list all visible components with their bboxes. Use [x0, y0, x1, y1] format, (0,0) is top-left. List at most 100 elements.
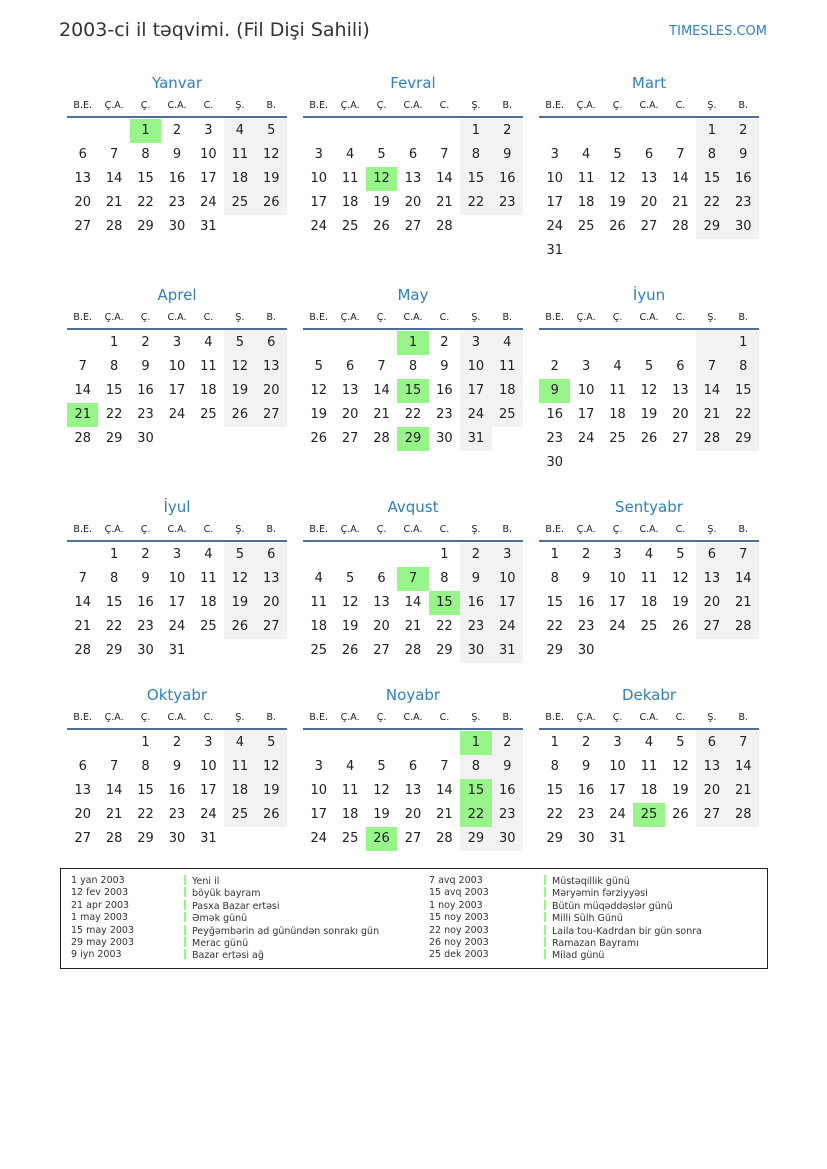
day-cell[interactable]: 27 [696, 615, 728, 639]
day-cell[interactable]: 25 [341, 831, 359, 846]
day-cell[interactable]: 3 [314, 759, 323, 774]
day-cell[interactable]: 3 [204, 123, 213, 138]
day-cell[interactable]: 11 [609, 383, 626, 398]
day-cell[interactable]: 21 [404, 619, 422, 634]
day-cell[interactable]: 30 [460, 639, 492, 663]
day-cell[interactable]: 25 [200, 407, 217, 422]
day-cell[interactable]: 1 [727, 331, 759, 355]
day-cell[interactable]: 20 [696, 591, 728, 615]
day-cell[interactable]: 15 [460, 167, 492, 191]
day-cell[interactable]: 20 [696, 779, 728, 803]
day-cell[interactable]: 16 [577, 783, 595, 798]
day-cell[interactable]: 15 [137, 171, 154, 186]
day-cell[interactable]: 18 [491, 379, 523, 403]
day-cell[interactable]: 1 [141, 735, 150, 750]
day-cell[interactable]: 13 [696, 755, 728, 779]
day-cell[interactable]: 26 [609, 219, 626, 234]
day-cell[interactable]: 19 [310, 407, 327, 422]
day-cell[interactable]: 3 [613, 735, 622, 750]
day-cell[interactable]: 5 [224, 331, 256, 355]
day-cell[interactable]: 25 [224, 191, 256, 215]
day-cell[interactable]: 18 [640, 783, 658, 798]
day-cell[interactable]: 1 [440, 547, 449, 562]
day-cell[interactable]: 27 [255, 615, 287, 639]
day-cell[interactable]: 19 [373, 807, 390, 822]
day-cell[interactable]: 4 [581, 147, 591, 162]
day-cell[interactable]: 16 [137, 595, 154, 610]
day-cell[interactable]: 19 [255, 167, 287, 191]
day-cell[interactable]: 10 [168, 571, 186, 586]
day-cell[interactable]: 30 [577, 643, 595, 658]
day-cell[interactable]: 4 [224, 731, 256, 755]
day-cell[interactable]: 10 [310, 783, 327, 798]
day-cell[interactable]: 15 [105, 383, 123, 398]
holiday-day-cell[interactable]: 15 [460, 779, 492, 803]
day-cell[interactable]: 22 [546, 807, 563, 822]
day-cell[interactable]: 17 [609, 595, 626, 610]
day-cell[interactable]: 26 [224, 615, 256, 639]
day-cell[interactable]: 8 [440, 571, 449, 586]
day-cell[interactable]: 31 [609, 831, 626, 846]
day-cell[interactable]: 12 [373, 783, 390, 798]
day-cell[interactable]: 13 [74, 171, 91, 186]
day-cell[interactable]: 7 [727, 543, 759, 567]
day-cell[interactable]: 22 [436, 619, 453, 634]
day-cell[interactable]: 17 [577, 407, 595, 422]
day-cell[interactable]: 29 [460, 827, 492, 851]
day-cell[interactable]: 28 [74, 643, 91, 658]
day-cell[interactable]: 8 [550, 571, 559, 586]
day-cell[interactable]: 6 [408, 759, 418, 774]
day-cell[interactable]: 24 [168, 619, 186, 634]
day-cell[interactable]: 27 [74, 219, 91, 234]
day-cell[interactable]: 23 [460, 615, 492, 639]
day-cell[interactable]: 5 [377, 147, 386, 162]
day-cell[interactable]: 6 [255, 543, 287, 567]
day-cell[interactable]: 5 [644, 359, 654, 374]
day-cell[interactable]: 31 [491, 639, 523, 663]
day-cell[interactable]: 24 [310, 831, 327, 846]
day-cell[interactable]: 28 [696, 427, 728, 451]
day-cell[interactable]: 1 [696, 119, 728, 143]
day-cell[interactable]: 18 [224, 167, 256, 191]
day-cell[interactable]: 17 [310, 807, 327, 822]
day-cell[interactable]: 13 [255, 355, 287, 379]
day-cell[interactable]: 9 [172, 759, 182, 774]
day-cell[interactable]: 6 [696, 543, 728, 567]
day-cell[interactable]: 20 [672, 407, 689, 422]
day-cell[interactable]: 1 [109, 547, 119, 562]
day-cell[interactable]: 25 [491, 403, 523, 427]
day-cell[interactable]: 9 [491, 143, 523, 167]
day-cell[interactable]: 29 [105, 431, 123, 446]
day-cell[interactable]: 28 [727, 615, 759, 639]
day-cell[interactable]: 7 [109, 147, 119, 162]
day-cell[interactable]: 13 [404, 171, 422, 186]
day-cell[interactable]: 5 [314, 359, 323, 374]
day-cell[interactable]: 10 [609, 759, 626, 774]
day-cell[interactable]: 4 [345, 147, 355, 162]
day-cell[interactable]: 17 [491, 591, 523, 615]
day-cell[interactable]: 18 [577, 195, 595, 210]
day-cell[interactable]: 25 [609, 431, 626, 446]
day-cell[interactable]: 7 [78, 359, 87, 374]
day-cell[interactable]: 27 [373, 643, 390, 658]
day-cell[interactable]: 17 [200, 171, 217, 186]
day-cell[interactable]: 11 [491, 355, 523, 379]
day-cell[interactable]: 22 [696, 191, 728, 215]
day-cell[interactable]: 28 [672, 219, 689, 234]
day-cell[interactable]: 8 [550, 759, 559, 774]
day-cell[interactable]: 24 [546, 219, 563, 234]
holiday-day-cell[interactable]: 15 [428, 591, 461, 615]
day-cell[interactable]: 28 [373, 431, 390, 446]
day-cell[interactable]: 27 [341, 431, 359, 446]
day-cell[interactable]: 26 [640, 431, 658, 446]
day-cell[interactable]: 22 [546, 619, 563, 634]
day-cell[interactable]: 4 [613, 359, 622, 374]
day-cell[interactable]: 8 [109, 571, 119, 586]
day-cell[interactable]: 2 [440, 335, 449, 350]
day-cell[interactable]: 22 [105, 619, 123, 634]
day-cell[interactable]: 16 [546, 407, 563, 422]
day-cell[interactable]: 7 [727, 731, 759, 755]
day-cell[interactable]: 25 [577, 219, 595, 234]
day-cell[interactable]: 15 [137, 783, 154, 798]
day-cell[interactable]: 11 [640, 759, 658, 774]
